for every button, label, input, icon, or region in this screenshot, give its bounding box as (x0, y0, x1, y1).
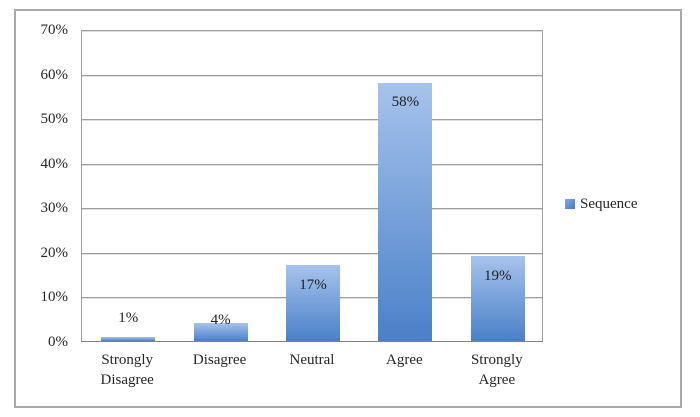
gridline-20 (82, 252, 542, 254)
gridline-70 (82, 30, 542, 31)
bar-strongly-disagree[interactable] (101, 336, 156, 341)
bar-agree[interactable] (378, 82, 433, 341)
bar-disagree[interactable] (193, 323, 248, 341)
x-category-label-neutral: Neutral (289, 352, 335, 368)
legend-series-marker-icon (565, 199, 575, 209)
y-tick-label: 70% (40, 22, 69, 38)
y-tick-label: 60% (40, 66, 69, 83)
x-category-label-strongly-disagree: Strongly Disagree (100, 352, 154, 388)
y-tick-label: 0% (48, 334, 68, 350)
bar-data-label: 58% (391, 94, 420, 111)
chart-frame: 1% 4% 17% 58% 19% 0% 10% 20% 30% 40% 50% 60% 70% St… (14, 9, 682, 408)
x-category-label-disagree: Disagree (192, 352, 247, 368)
legend: Sequence (565, 194, 637, 214)
bar-data-label: 1% (118, 309, 139, 326)
y-tick-label: 50% (40, 111, 69, 128)
bar-data-label: 19% (484, 268, 512, 285)
gridline-30 (82, 208, 542, 210)
gridline-60 (82, 74, 542, 76)
legend-series-label: Sequence (580, 196, 638, 212)
x-category-label-strongly-agree: Strongly Agree (470, 352, 523, 388)
y-tick-label: 20% (40, 244, 69, 261)
gridline-40 (82, 163, 542, 165)
y-tick-label: 10% (40, 289, 69, 306)
bar-neutral[interactable] (286, 265, 340, 341)
bar-strongly-agree[interactable] (470, 256, 525, 341)
plot-area: 1% 4% 17% 58% 19% (81, 30, 543, 342)
y-tick-label: 40% (40, 155, 69, 172)
bar-data-label: 17% (299, 277, 327, 294)
gridline-50 (82, 119, 542, 121)
x-category-label-agree: Agree (386, 352, 423, 368)
bar-data-label: 4% (210, 312, 231, 329)
y-tick-label: 30% (40, 200, 69, 217)
